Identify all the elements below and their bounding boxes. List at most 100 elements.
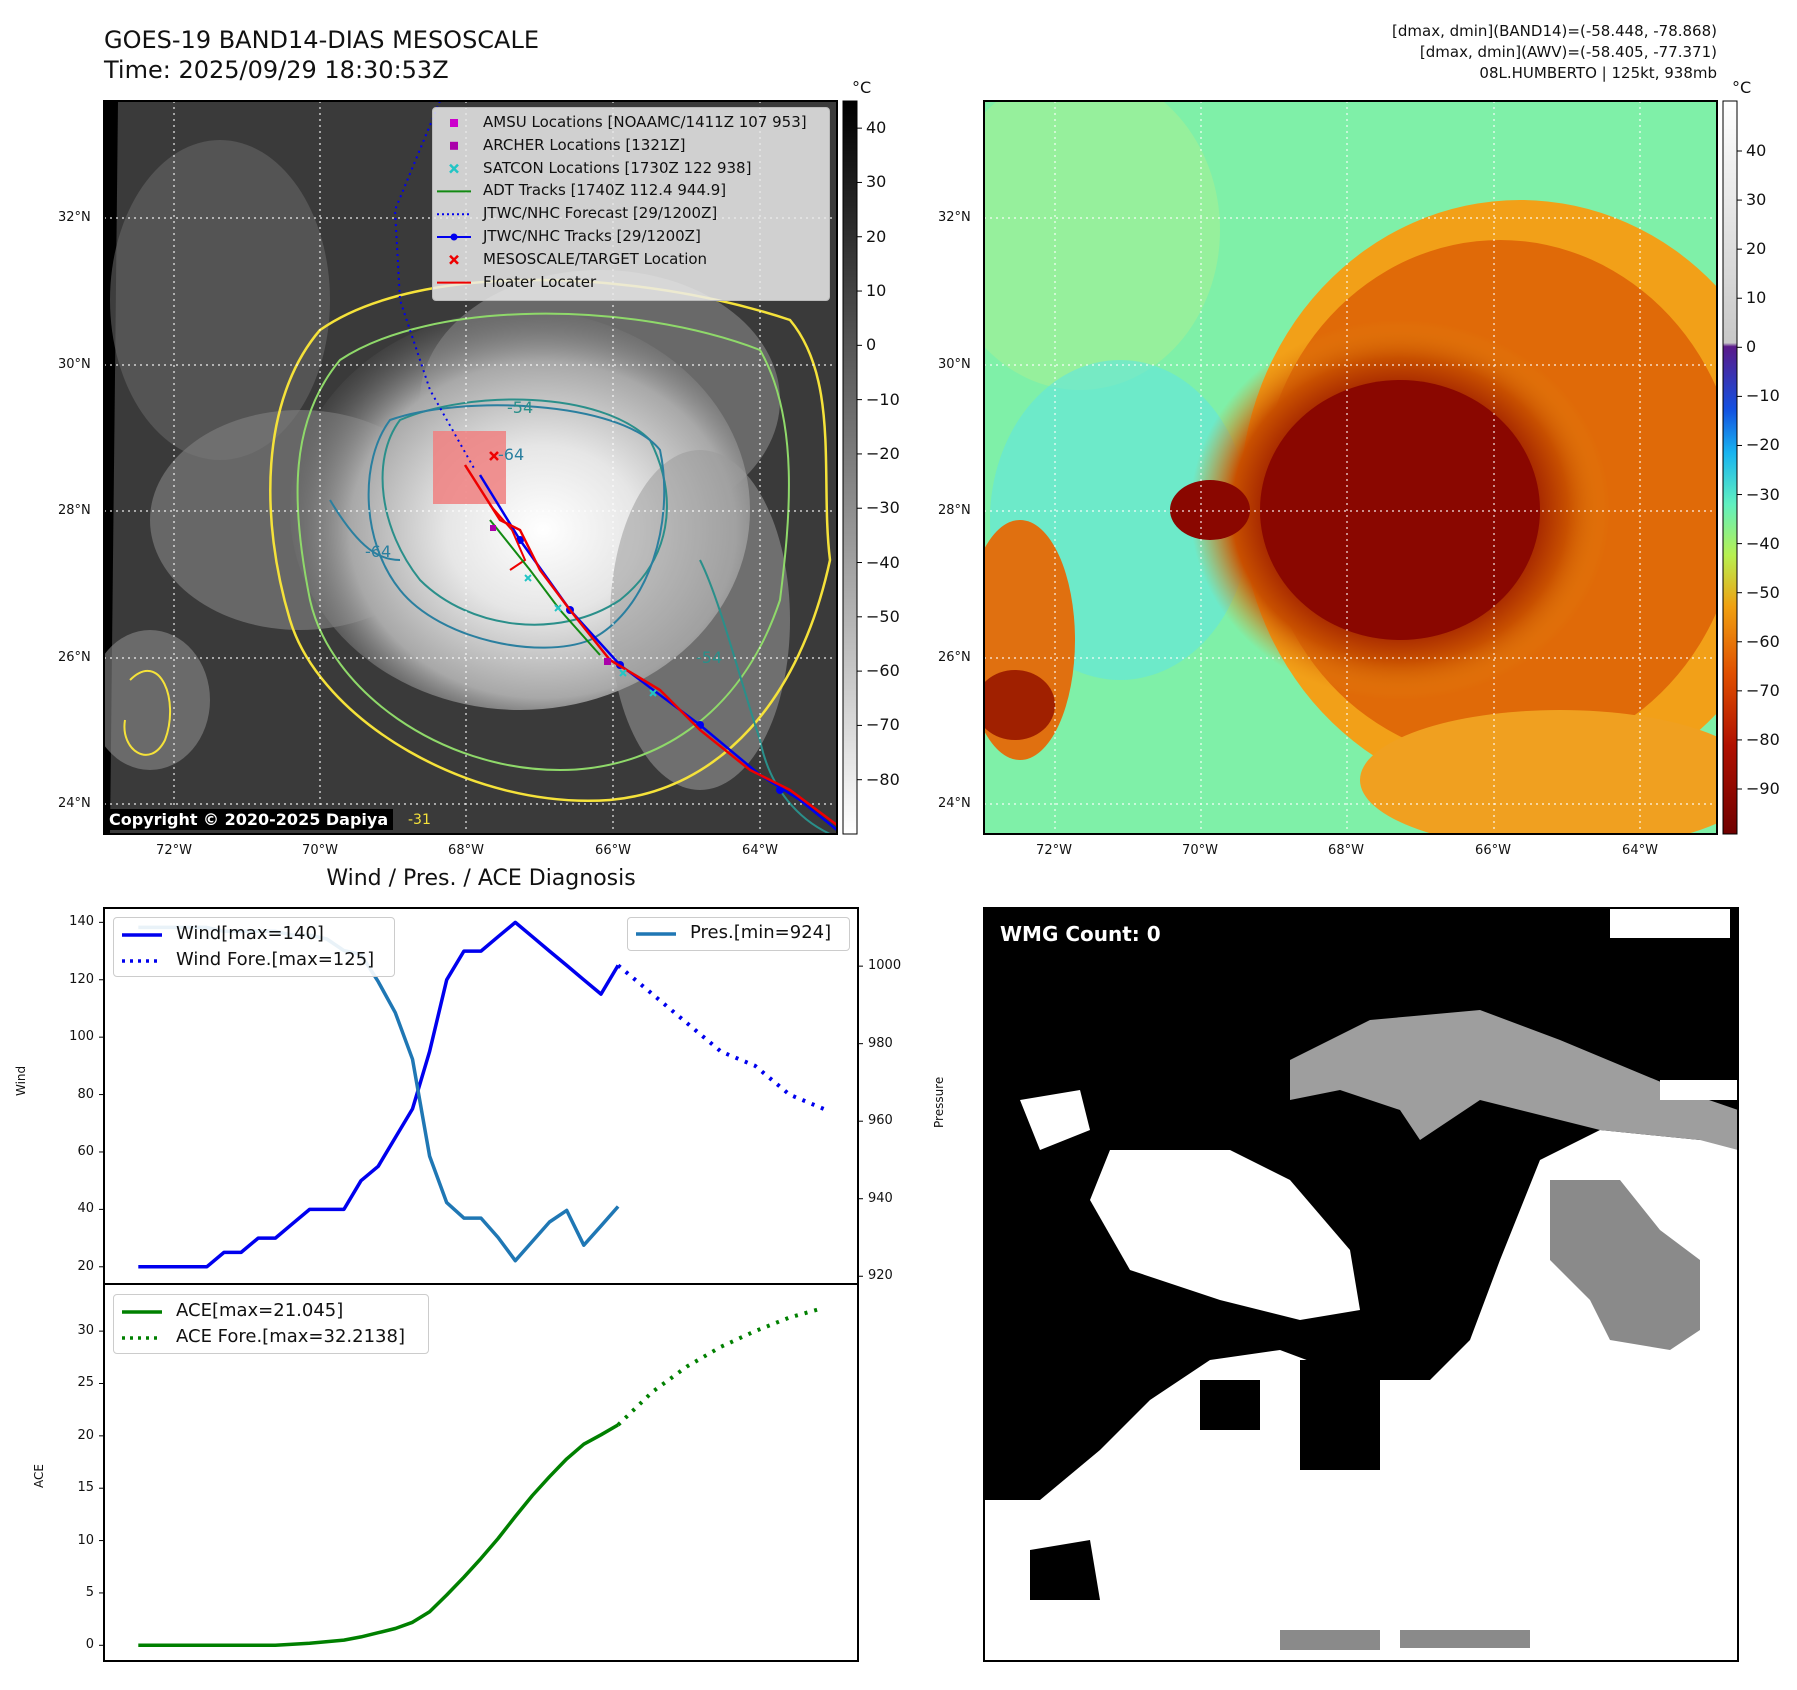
lon-label: 72°W — [156, 843, 192, 858]
satcon-markers — [524, 574, 657, 697]
color-map-frame — [983, 100, 1718, 835]
legend-label: ADT Tracks [1740Z 112.4 944.9] — [483, 181, 727, 200]
color-map-panel — [984, 101, 1717, 834]
ace-fore-legend-label: ACE Fore.[max=32.2138] — [176, 1326, 405, 1347]
legend-marker — [449, 254, 459, 265]
y-tick-label: 120 — [69, 971, 94, 987]
colorbar-tick-label: 30 — [1746, 190, 1767, 210]
legend-marker — [450, 141, 458, 150]
figure-title: GOES-19 BAND14-DIAS MESOSCALE — [104, 26, 540, 54]
lat-label: 30°N — [58, 357, 91, 372]
colorbar-tick-label: 40 — [1746, 141, 1767, 160]
colorbar-tick-label: −80 — [1746, 729, 1780, 749]
ace-axes-frame — [103, 1283, 859, 1662]
right-colorbar-unit: °C — [1732, 78, 1752, 97]
legend-label: JTWC/NHC Tracks [29/1200Z] — [483, 227, 701, 245]
contour-teal — [381, 398, 668, 626]
wind-legend-label: Wind[max=140] — [176, 923, 324, 944]
lat-label: 26°N — [58, 650, 91, 665]
colorbar-tick-label: −10 — [866, 389, 900, 409]
y-tick-label: 20 — [77, 1258, 94, 1274]
series-line-ace-fore- — [616, 1305, 825, 1427]
contour-inner — [367, 404, 666, 649]
colorbar-tick-label: 40 — [866, 118, 887, 138]
lat-label: 32°N — [938, 210, 971, 225]
y-tick-label: 40 — [77, 1201, 94, 1217]
y-tick-label: 5 — [85, 1584, 94, 1600]
copyright-label: Copyright © 2020-2025 Dapiya — [104, 809, 394, 830]
colorbar-tick-label: 30 — [866, 172, 887, 192]
y-tick-label: 10 — [77, 1532, 94, 1548]
left-colorbar-unit: °C — [852, 78, 872, 97]
y-tick-label: 80 — [77, 1086, 94, 1102]
lat-label: 28°N — [58, 503, 91, 518]
wind-fore-legend-label: Wind Fore.[max=125] — [176, 949, 375, 970]
info-dmax-band14: [dmax, dmin](BAND14)=(-58.448, -78.868) — [1392, 22, 1717, 40]
ir-map-frame — [103, 100, 838, 835]
legend-marker — [437, 233, 471, 241]
ir-colorbar — [842, 100, 858, 835]
y-tick-label: 140 — [69, 914, 94, 930]
legend-label: JTWC/NHC Forecast [29/1200Z] — [483, 204, 718, 223]
diagnosis-title: Wind / Pres. / ACE Diagnosis — [326, 866, 636, 891]
lon-label: 68°W — [1328, 843, 1364, 858]
lon-label: 70°W — [302, 843, 338, 858]
colorbar-tick-label: −30 — [866, 498, 900, 518]
y-right-tick-label: 960 — [868, 1113, 893, 1129]
wmg-count-label: WMG Count: 0 — [1000, 922, 1161, 946]
lon-label: 64°W — [1622, 843, 1658, 858]
lat-label: 24°N — [58, 796, 91, 811]
forecast-track — [393, 101, 476, 471]
contour-label: -64 — [365, 542, 392, 561]
lon-label: 66°W — [1475, 843, 1511, 858]
contour-label: -64 — [498, 445, 525, 464]
legend-label: MESOSCALE/TARGET Location — [483, 249, 708, 268]
series-line-ace — [138, 1423, 619, 1648]
info-dmax-awv: [dmax, dmin](AWV)=(-58.405, -77.371) — [1419, 43, 1717, 61]
best-track — [478, 474, 837, 831]
y-tick-label: 100 — [69, 1029, 94, 1045]
colorbar-tick-label: 20 — [866, 226, 887, 246]
colorbar-tick-label: 0 — [866, 335, 877, 355]
colorbar-tick-label: −10 — [1746, 386, 1780, 406]
y-tick-label: 60 — [77, 1143, 94, 1159]
colorbar-tick-label: −50 — [866, 606, 900, 626]
y-right-tick-label: 980 — [868, 1035, 893, 1051]
series-line-wind-fore- — [616, 963, 825, 1111]
colorbar-tick-label: −50 — [1746, 582, 1780, 602]
colorbar-tick-label: −60 — [1746, 631, 1780, 651]
ace-legend-label: ACE[max=21.045] — [176, 1300, 344, 1321]
y-tick-label: 20 — [77, 1427, 94, 1443]
pressure-legend-label: Pres.[min=924] — [690, 922, 832, 943]
contour-label: -54 — [696, 648, 723, 667]
contour-label: -31 — [408, 812, 431, 828]
lat-label: 26°N — [938, 650, 971, 665]
legend-label: ARCHER Locations [1321Z] — [483, 135, 686, 154]
colorbar-tick-label: −30 — [1746, 484, 1780, 504]
colorbar-tick-label: −80 — [866, 769, 900, 789]
ace-legend: ACE[max=21.045] ACE Fore.[max=32.2138] — [113, 1294, 429, 1354]
wind-legend: Wind[max=140] Wind Fore.[max=125] — [113, 917, 395, 977]
series-line-pres- — [138, 925, 620, 1263]
wmg-frame — [983, 907, 1739, 1662]
figure-time: Time: 2025/09/29 18:30:53Z — [104, 56, 449, 84]
colorbar-tick-label: −70 — [1746, 680, 1780, 700]
colorbar-tick-label: −90 — [1746, 779, 1780, 798]
wmg-panel — [984, 908, 1738, 1661]
y-tick-label: 30 — [77, 1323, 94, 1339]
lat-label: 28°N — [938, 503, 971, 518]
lat-label: 30°N — [938, 357, 971, 372]
y-right-tick-label: 940 — [868, 1190, 893, 1206]
ace-ylabel: ACE — [32, 1464, 46, 1488]
colorbar-tick-label: 0 — [1746, 337, 1757, 357]
contour-green — [296, 312, 790, 772]
lat-label: 32°N — [58, 210, 91, 225]
colorbar-tick-label: −40 — [1746, 533, 1780, 553]
lon-label: 64°W — [742, 843, 778, 858]
colorbar-tick-label: −70 — [866, 715, 900, 735]
y-right-tick-label: 920 — [868, 1268, 893, 1284]
wind-ylabel: Wind — [14, 1065, 28, 1096]
lon-label: 70°W — [1182, 843, 1218, 858]
colorbar-tick-label: −60 — [866, 661, 900, 681]
